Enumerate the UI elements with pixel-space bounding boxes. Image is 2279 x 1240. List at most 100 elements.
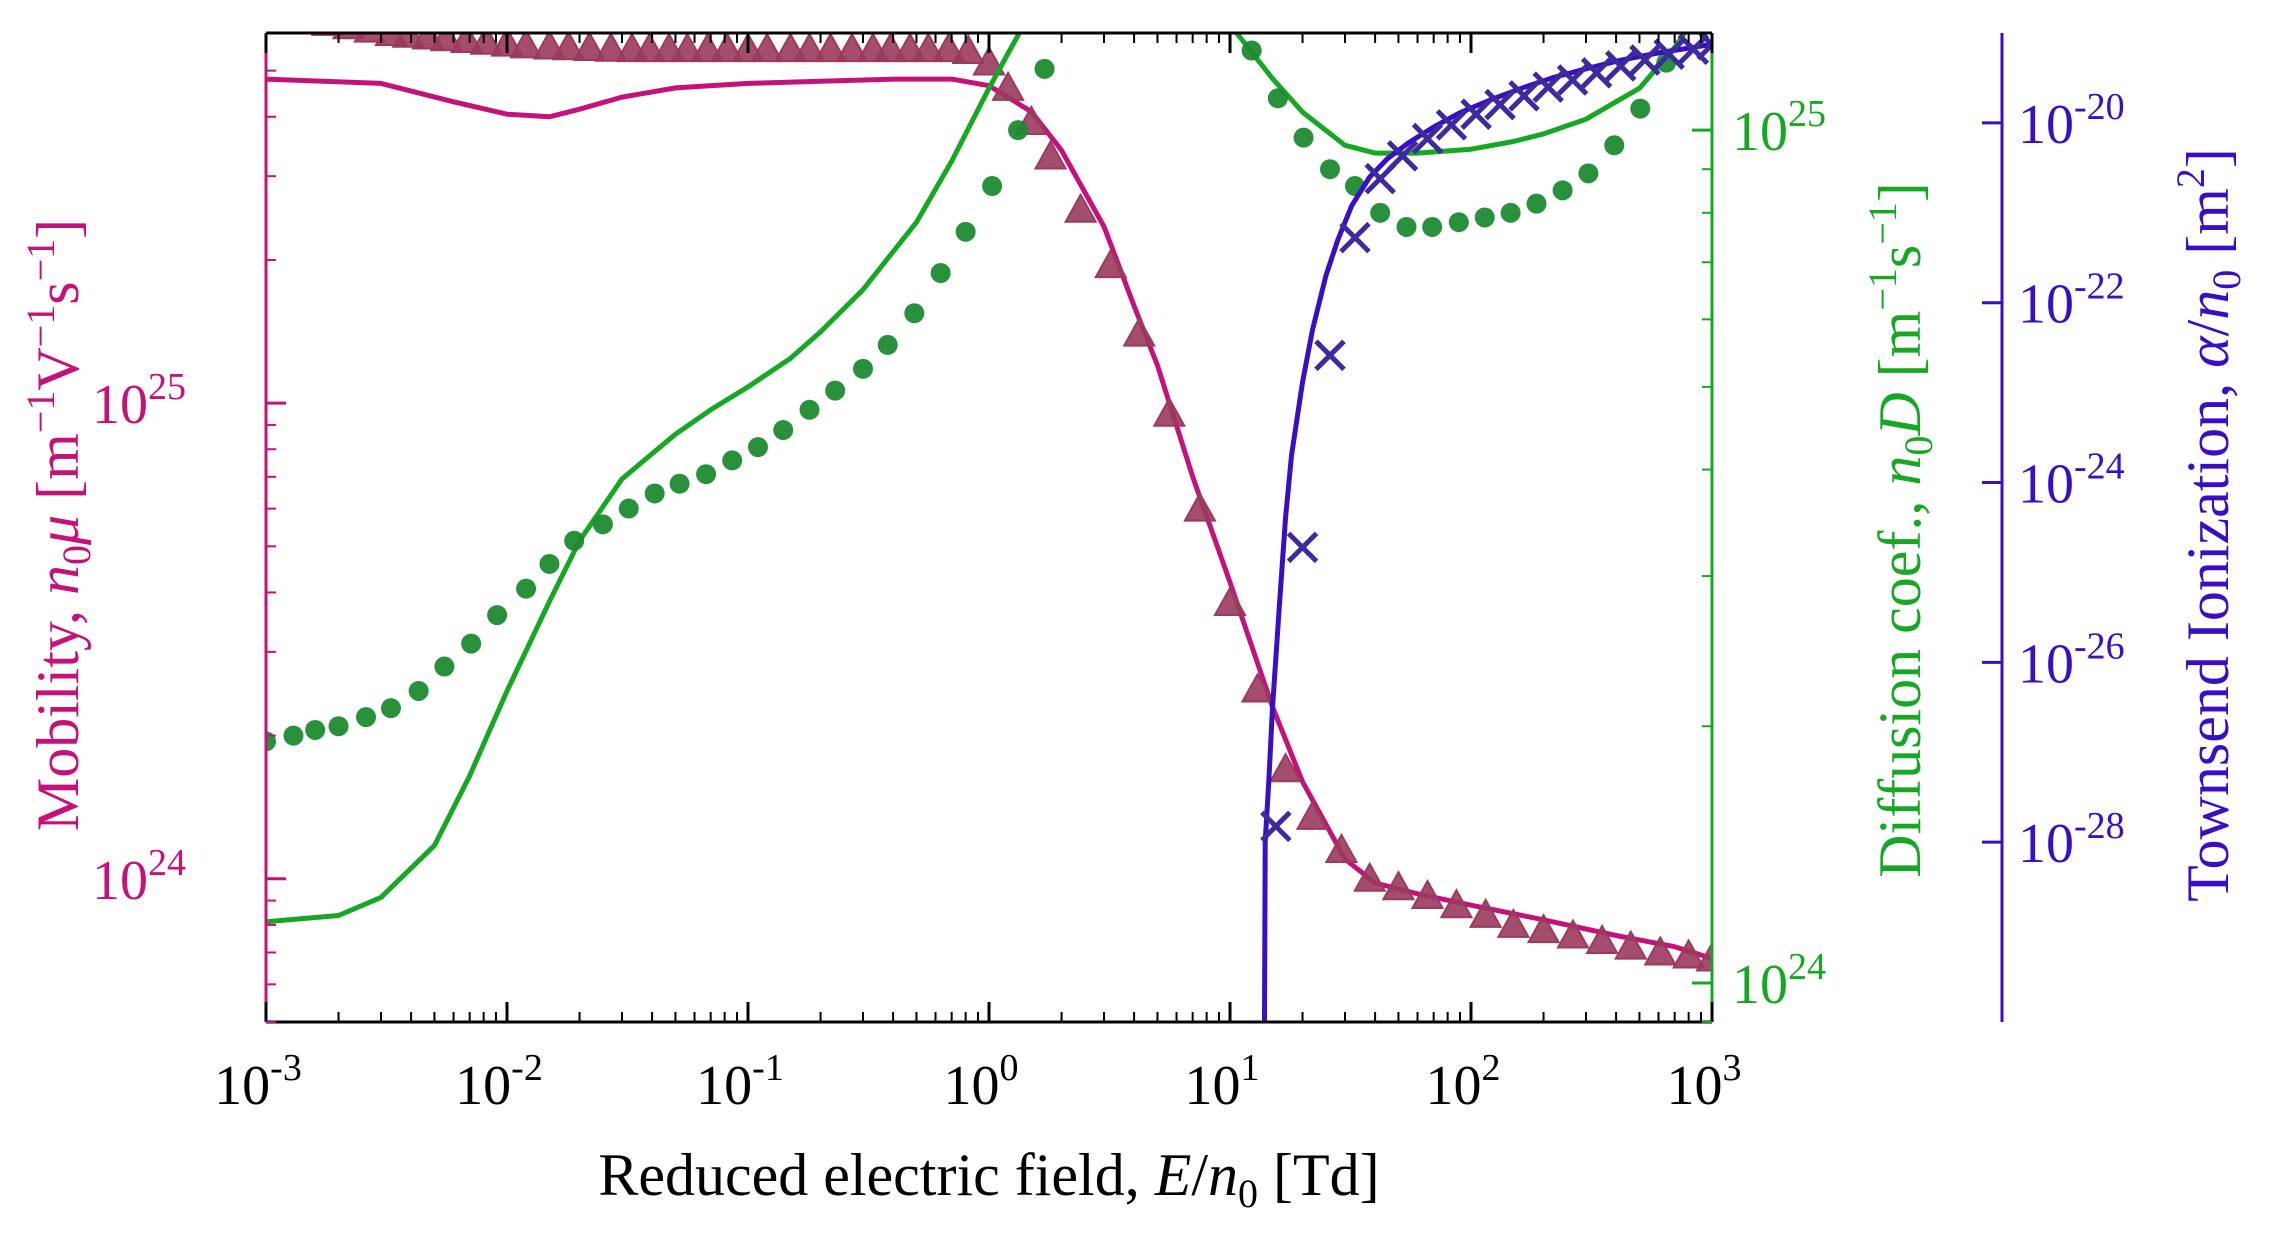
x-marker-stroke [1260, 810, 1292, 843]
diffusion-data-point [1578, 163, 1599, 184]
townsend-data-point [1339, 221, 1371, 254]
mobility-data-point [1063, 192, 1098, 223]
townsend-tick-label: 10-26 [2018, 625, 2125, 695]
mobility-data-point [1268, 752, 1303, 783]
diffusion-data-point [1370, 202, 1391, 223]
diffusion-data-point [669, 473, 690, 494]
mobility-data-point [835, 33, 869, 63]
mobility-data-point [1353, 861, 1387, 892]
x-marker-stroke [1411, 122, 1444, 155]
diffusion-data-point [564, 530, 585, 551]
series-layer [266, 33, 1712, 1022]
diffusion-curve-line [266, 33, 1688, 925]
diffusion-data-point [487, 605, 508, 626]
mobility-tick-label: 1024 [92, 842, 186, 912]
x-marker-stroke [1580, 57, 1613, 89]
x-tick-label: 102 [1426, 1047, 1501, 1117]
diffusion-data-point [722, 450, 743, 471]
mobility-data-point [1468, 897, 1503, 928]
mobility-data-point [1381, 870, 1416, 901]
diffusion-data-point [1526, 193, 1547, 214]
diffusion-data-point [644, 483, 665, 504]
mobility-data-point [750, 33, 784, 63]
diffusion-data-point [1604, 135, 1625, 156]
mobility-data-point [1094, 248, 1128, 279]
mobility-data-point [594, 33, 628, 62]
townsend-data-point [1286, 531, 1319, 564]
mobility-data-point [911, 33, 946, 63]
diffusion-data-point [1008, 120, 1029, 141]
x-marker-stroke [1696, 33, 1712, 49]
x-tick-label: 10-2 [455, 1047, 543, 1117]
mobility-data-point [1643, 935, 1677, 966]
x-tick-label: 10-3 [214, 1047, 302, 1117]
mobility-data-point [1614, 929, 1648, 960]
mobility-data-point [1122, 316, 1156, 347]
x-marker-stroke [1677, 33, 1710, 65]
mobility-data-point [1439, 888, 1474, 919]
townsend-data-point [1508, 80, 1540, 112]
x-tick-label: 100 [944, 1047, 1019, 1117]
diffusion-data-point [461, 633, 482, 654]
mobility-data-point [710, 33, 744, 63]
diffusion-data-point [1034, 58, 1055, 79]
diffusion-data-point [799, 399, 820, 420]
diffusion-data-point [408, 680, 429, 701]
mobility-data-point [353, 33, 387, 43]
mobility-data-point [1671, 938, 1706, 969]
diffusion-data-point [380, 698, 401, 719]
x-marker-stroke [1532, 71, 1564, 103]
x-marker-stroke [1339, 221, 1371, 254]
diffusion-data-point [592, 514, 613, 535]
diffusion-data-point [1474, 207, 1495, 228]
diffusion-data-point [516, 578, 537, 599]
mobility-data-point [509, 33, 543, 59]
mobility-data-point [1526, 913, 1561, 944]
townsend-data-point [1604, 50, 1637, 82]
townsend-tick-label: 10-24 [2018, 446, 2125, 516]
x-marker-stroke [1314, 339, 1346, 372]
mobility-data-point [469, 33, 503, 55]
diffusion-data-point [747, 437, 768, 458]
x-marker-stroke [1386, 140, 1419, 172]
mobility-data-point [1213, 585, 1247, 617]
diffusion-data-point [1267, 88, 1288, 109]
diffusion-data-point [696, 464, 717, 485]
townsend-data-point [1460, 98, 1492, 130]
diffusion-data-point [1552, 180, 1573, 201]
mobility-data-point [1183, 491, 1217, 522]
diffusion-data-point [982, 176, 1003, 197]
townsend-data-point [1556, 64, 1589, 96]
diffusion-data-point [283, 725, 304, 746]
diffusion-tick-label: 1024 [1732, 946, 1826, 1016]
x-marker-stroke [1696, 41, 1712, 61]
x-marker-stroke [1435, 109, 1468, 141]
mobility-data-point [1324, 832, 1359, 863]
mobility-tick-label: 1025 [92, 366, 186, 436]
diffusion-data-point [1500, 202, 1521, 223]
mobility-data-point [1410, 878, 1445, 910]
mobility-data-point [1240, 672, 1275, 703]
diffusion-data-point [1630, 98, 1651, 119]
x-marker-stroke [1556, 64, 1589, 96]
townsend-data-point [1435, 109, 1468, 141]
diffusion-data-point [877, 334, 898, 355]
diffusion-data-point [1320, 159, 1341, 180]
mobility-data-point [1033, 139, 1068, 170]
townsend-data-point [1532, 71, 1564, 103]
diffusion-data-point [1241, 40, 1262, 61]
townsend-axis-title: Townsend Ionization, α/n0 [m2] [2168, 148, 2249, 902]
townsend-data-point [1677, 33, 1710, 65]
mobility-data-point [991, 70, 1025, 101]
x-marker-stroke [1604, 50, 1637, 82]
townsend-data-point [1580, 57, 1613, 89]
x-axis-title: Reduced electric field, E/n0 [Td] [598, 1142, 1379, 1216]
diffusion-data-point [825, 380, 846, 401]
diffusion-data-point [1396, 216, 1417, 237]
townsend-data-point [1314, 339, 1346, 372]
townsend-tick-label: 10-20 [2018, 86, 2125, 156]
diffusion-tick-label: 1025 [1732, 93, 1826, 163]
mobility-data-point [1556, 918, 1590, 949]
mobility-data-point [1295, 799, 1330, 830]
